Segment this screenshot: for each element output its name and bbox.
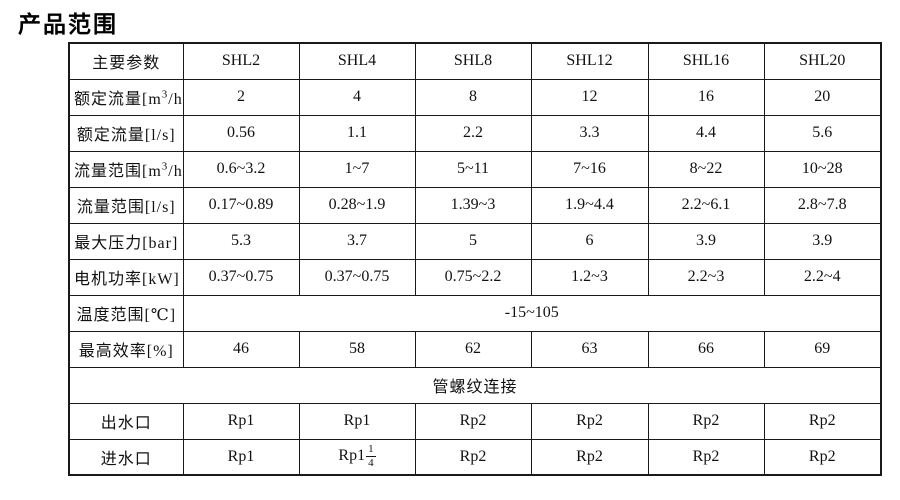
cell-value: Rp2 xyxy=(647,402,765,440)
cell-value: Rp2 xyxy=(414,402,532,440)
cell-value: 2.2~6.1 xyxy=(647,186,765,224)
superscript: 3 xyxy=(161,160,169,173)
cell-value: 1.39~3 xyxy=(414,186,532,224)
row-label: 最大压力[bar] xyxy=(68,222,184,260)
cell-value: 3.9 xyxy=(647,222,765,260)
cell-value: Rp1 xyxy=(298,402,416,440)
cell-value: 2.8~7.8 xyxy=(763,186,882,224)
row-inlet: 进水口 Rp1 Rp1 1 4 Rp2 Rp2 Rp2 Rp2 xyxy=(68,438,882,476)
cell-value: 1~7 xyxy=(298,150,416,188)
cell-value: 10~28 xyxy=(763,150,882,188)
cell-value: 63 xyxy=(530,330,649,368)
cell-value: 0.75~2.2 xyxy=(414,258,532,296)
row-label: 流量范围[m3/h] xyxy=(68,150,184,188)
cell-value-with-fraction: Rp1 1 4 xyxy=(298,438,416,476)
row-outlet: 出水口 Rp1 Rp1 Rp2 Rp2 Rp2 Rp2 xyxy=(68,402,882,440)
cell-value: Rp2 xyxy=(530,402,649,440)
cell-value: 2.2~4 xyxy=(763,258,882,296)
row-rated-flow-m3h: 额定流量[m3/h] 2 4 8 12 16 20 xyxy=(68,78,882,116)
cell-value: 3.3 xyxy=(530,114,649,152)
cell-value: 0.17~0.89 xyxy=(182,186,300,224)
cell-value: 69 xyxy=(763,330,882,368)
column-header-shl12: SHL12 xyxy=(530,42,649,80)
row-flow-range-m3h: 流量范围[m3/h] 0.6~3.2 1~7 5~11 7~16 8~22 10… xyxy=(68,150,882,188)
cell-value: 5~11 xyxy=(414,150,532,188)
cell-value: Rp1 xyxy=(182,438,300,476)
row-flow-range-ls: 流量范围[l/s] 0.17~0.89 0.28~1.9 1.39~3 1.9~… xyxy=(68,186,882,224)
cell-value: Rp2 xyxy=(647,438,765,476)
superscript: 3 xyxy=(161,88,169,101)
column-header-main-params: 主要参数 xyxy=(68,42,184,80)
cell-value: 0.37~0.75 xyxy=(182,258,300,296)
cell-value: 0.56 xyxy=(182,114,300,152)
cell-value: Rp2 xyxy=(763,402,882,440)
row-label: 最高效率[%] xyxy=(68,330,184,368)
cell-value: 3.7 xyxy=(298,222,416,260)
cell-value: 16 xyxy=(647,78,765,116)
cell-value: Rp2 xyxy=(530,438,649,476)
row-max-efficiency: 最高效率[%] 46 58 62 63 66 69 xyxy=(68,330,882,368)
cell-value: Rp1 xyxy=(182,402,300,440)
column-header-shl8: SHL8 xyxy=(414,42,532,80)
column-header-shl16: SHL16 xyxy=(647,42,765,80)
cell-value: 20 xyxy=(763,78,882,116)
column-header-shl20: SHL20 xyxy=(763,42,882,80)
cell-value: 3.9 xyxy=(763,222,882,260)
row-motor-power: 电机功率[kW] 0.37~0.75 0.37~0.75 0.75~2.2 1.… xyxy=(68,258,882,296)
row-label: 温度范围[℃] xyxy=(68,294,184,332)
column-header-shl4: SHL4 xyxy=(298,42,416,80)
cell-value: 46 xyxy=(182,330,300,368)
row-thread-connection: 管螺纹连接 xyxy=(68,366,882,404)
cell-value: 1.9~4.4 xyxy=(530,186,649,224)
cell-value: 7~16 xyxy=(530,150,649,188)
row-temp-range: 温度范围[℃] -15~105 xyxy=(68,294,882,332)
cell-value: 0.28~1.9 xyxy=(298,186,416,224)
page-title: 产品范围 xyxy=(18,11,118,37)
cell-value: 1.1 xyxy=(298,114,416,152)
cell-value: 0.37~0.75 xyxy=(298,258,416,296)
cell-value: 5.3 xyxy=(182,222,300,260)
cell-value: 6 xyxy=(530,222,649,260)
cell-value: 66 xyxy=(647,330,765,368)
section-header-thread-connection: 管螺纹连接 xyxy=(68,366,882,404)
cell-value: 4.4 xyxy=(647,114,765,152)
cell-value: 2 xyxy=(182,78,300,116)
row-label: 电机功率[kW] xyxy=(68,258,184,296)
cell-value: 5 xyxy=(414,222,532,260)
cell-value: 0.6~3.2 xyxy=(182,150,300,188)
cell-value: 8~22 xyxy=(647,150,765,188)
cell-value: 12 xyxy=(530,78,649,116)
row-label: 额定流量[l/s] xyxy=(68,114,184,152)
cell-value: 8 xyxy=(414,78,532,116)
cell-value: Rp2 xyxy=(763,438,882,476)
row-label: 出水口 xyxy=(68,402,184,440)
cell-value: 1.2~3 xyxy=(530,258,649,296)
row-max-pressure: 最大压力[bar] 5.3 3.7 5 6 3.9 3.9 xyxy=(68,222,882,260)
product-spec-table: 主要参数 SHL2 SHL4 SHL8 SHL12 SHL16 SHL20 额定… xyxy=(68,42,882,476)
cell-value-merged: -15~105 xyxy=(182,294,882,332)
cell-value: 5.6 xyxy=(763,114,882,152)
cell-value: Rp2 xyxy=(414,438,532,476)
cell-value: 4 xyxy=(298,78,416,116)
row-label: 进水口 xyxy=(68,438,184,476)
row-label: 流量范围[l/s] xyxy=(68,186,184,224)
row-label: 额定流量[m3/h] xyxy=(68,78,184,116)
header-row: 主要参数 SHL2 SHL4 SHL8 SHL12 SHL16 SHL20 xyxy=(68,42,882,80)
cell-value: 62 xyxy=(414,330,532,368)
cell-value: 2.2 xyxy=(414,114,532,152)
row-rated-flow-ls: 额定流量[l/s] 0.56 1.1 2.2 3.3 4.4 5.6 xyxy=(68,114,882,152)
cell-value: 2.2~3 xyxy=(647,258,765,296)
column-header-shl2: SHL2 xyxy=(182,42,300,80)
cell-value: 58 xyxy=(298,330,416,368)
